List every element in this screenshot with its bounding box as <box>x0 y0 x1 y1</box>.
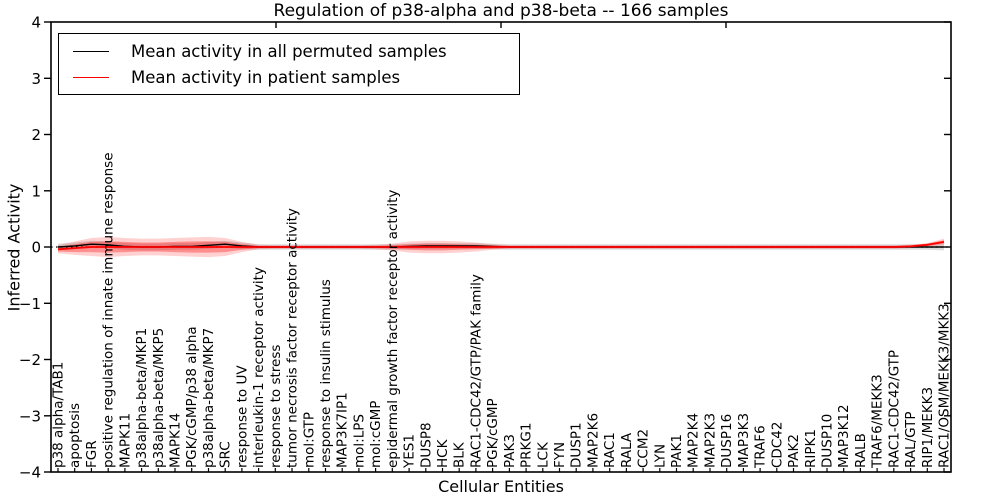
x-tick-label: PRKG1 <box>519 423 535 468</box>
x-tick-label: tumor necrosis factor receptor activity <box>285 208 301 468</box>
x-tick-label: p38 alpha/TAB1 <box>51 362 67 468</box>
legend: Mean activity in all permuted samples Me… <box>58 33 520 95</box>
patient-mean-line <box>57 241 945 251</box>
y-tick-label: 2 <box>31 126 41 144</box>
x-axis-label: Cellular Entities <box>438 477 564 496</box>
x-tick-label: CCM2 <box>636 429 652 468</box>
x-tick-label: MAP2K4 <box>686 413 702 468</box>
x-tick-label: RAC1/OSM/MEKK3/MKK3 <box>937 303 953 468</box>
legend-entry-patient: Mean activity in patient samples <box>73 66 505 88</box>
x-tick-label: RIP1/MEKK3 <box>920 387 936 468</box>
legend-entry-permuted: Mean activity in all permuted samples <box>73 40 505 62</box>
y-tick-label: −1 <box>19 295 41 313</box>
x-tick-label: LCK <box>535 441 551 468</box>
x-tick-label: mol:cGMP <box>368 401 384 468</box>
x-tick-label: FGR <box>84 440 100 468</box>
legend-label-permuted: Mean activity in all permuted samples <box>131 41 447 61</box>
x-tick-label: MAPK14 <box>168 413 184 468</box>
x-tick-label: TRAF6 <box>753 425 769 469</box>
x-tick-label: RIPK1 <box>803 429 819 468</box>
permuted-confidence-band <box>58 240 944 251</box>
y-tick-label: 0 <box>31 239 41 257</box>
y-tick-label: 1 <box>31 182 41 200</box>
x-tick-label: LYN <box>652 444 668 468</box>
x-tick-label: p38alpha-beta/MKP7 <box>201 328 217 468</box>
x-tick-label: response to UV <box>234 365 250 468</box>
x-tick-label: mol:GTP <box>301 412 317 468</box>
x-tick-label: DUSP10 <box>820 414 836 468</box>
x-tick-label: RAC1-CDC42/GTP <box>886 350 902 468</box>
x-tick-label: TRAF6/MEKK3 <box>870 374 886 469</box>
x-tick-label: DUSP16 <box>719 414 735 468</box>
x-tick-label: DUSP8 <box>418 422 434 468</box>
x-tick-label: interleukin-1 receptor activity <box>251 267 267 468</box>
x-tick-label: CDC42 <box>769 422 785 468</box>
y-tick-label: −4 <box>19 464 41 482</box>
x-tick-label: YES1 <box>402 434 418 469</box>
x-tick-label: HCK <box>435 438 451 468</box>
x-tick-label: MAPK11 <box>117 413 133 468</box>
x-tick-label: MAP3K12 <box>836 404 852 468</box>
x-tick-label: p38alpha-beta/MKP5 <box>151 328 167 468</box>
x-tick-label: DUSP1 <box>569 422 585 468</box>
y-tick-label: 4 <box>31 14 41 32</box>
chart-title: Regulation of p38-alpha and p38-beta -- … <box>273 1 729 21</box>
x-tick-label: PAK3 <box>502 434 518 468</box>
x-tick-label: epidermal growth factor receptor activit… <box>385 190 401 468</box>
x-tick-label: PGK/cGMP <box>485 398 501 468</box>
x-tick-label: MAP2K3 <box>703 413 719 468</box>
x-tick-label: MAP2K6 <box>585 413 601 468</box>
x-tick-label: PGK/cGMP/p38 alpha <box>184 326 200 468</box>
y-tick-label: 3 <box>31 70 41 88</box>
x-tick-label: response to insulin stimulus <box>318 279 334 468</box>
x-tick-label: mol:LPS <box>351 414 367 468</box>
legend-label-patient: Mean activity in patient samples <box>131 67 401 87</box>
x-tick-label: RAL/GTP <box>903 411 919 468</box>
x-tick-label: PAK2 <box>786 434 802 468</box>
y-tick-label: −2 <box>19 351 41 369</box>
x-tick-label: RAC1 <box>602 432 618 468</box>
x-tick-label: PAK1 <box>669 434 685 468</box>
y-tick-label: −3 <box>19 407 41 425</box>
x-tick-label: RALB <box>853 433 869 468</box>
x-tick-label: BLK <box>452 441 468 468</box>
x-tick-label: RALA <box>619 432 635 468</box>
x-tick-label: MAP3K7IP1 <box>335 392 351 468</box>
x-tick-label: FYN <box>552 442 568 468</box>
x-tick-label: SRC <box>218 441 234 468</box>
x-tick-label: MAP3K3 <box>736 413 752 468</box>
x-tick-label: response to stress <box>268 345 284 468</box>
x-tick-label: positive regulation of innate immune res… <box>101 152 117 468</box>
x-tick-label: apoptosis <box>67 403 83 468</box>
x-tick-label: RAC1-CDC42/GTP/PAK family <box>468 274 484 468</box>
x-tick-label: p38alpha-beta/MKP1 <box>134 328 150 468</box>
permuted-line-sample-icon <box>73 50 109 52</box>
patient-line-sample-icon <box>73 76 109 78</box>
